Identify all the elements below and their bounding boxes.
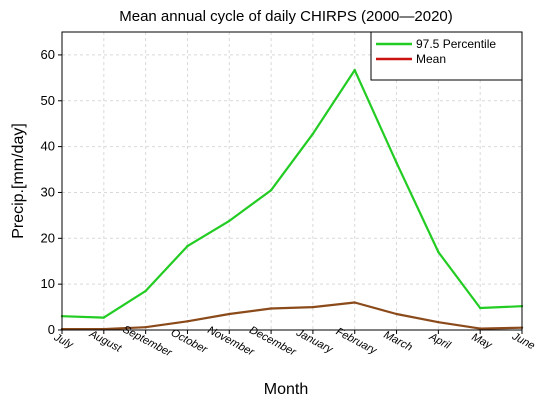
data-point [228,312,231,316]
x-tick-label: May [470,331,495,352]
x-tick-label: December [247,324,299,359]
data-point [269,307,273,310]
y-tick-label: 0 [48,322,55,337]
x-tick-label: September [120,323,174,359]
x-tick-label: October [169,327,210,357]
y-tick-label: 20 [41,230,55,245]
data-point [437,250,440,254]
data-point [186,244,189,248]
x-tick-label: April [426,330,452,352]
x-tick-label: February [334,326,380,358]
data-point [353,68,356,72]
y-tick-label: 10 [41,276,55,291]
x-tick-label: March [382,329,415,354]
y-tick-label: 30 [41,184,55,199]
legend-label: 97.5 Percentile [416,37,496,51]
plot-frame [61,31,523,331]
legend-label: Mean [416,52,446,66]
data-point [311,305,315,309]
x-tick-label: January [293,326,335,356]
series-layer [60,68,524,331]
chart-title: Mean annual cycle of daily CHIRPS (2000—… [119,8,453,25]
series-line-1 [62,301,523,331]
data-point [437,321,440,324]
y-ticks: 0 10 20 30 40 50 60 [41,47,62,337]
y-tick-label: 50 [41,93,55,108]
x-tick-label: June [509,330,537,352]
data-point [478,306,482,310]
data-point [186,320,189,323]
data-point [144,289,147,293]
data-point [228,219,231,223]
data-point [353,301,356,304]
data-point [311,132,315,135]
data-point [144,326,147,329]
series-line-0 [61,68,523,319]
data-point [478,327,482,330]
data-point [395,161,398,164]
x-tick-label: August [86,328,124,356]
legend-box [370,31,523,81]
y-tick-label: 60 [41,47,55,62]
x-ticks: July AugustSeptemberOctoberNovemberDecemb… [51,323,537,359]
data-point [395,312,398,316]
grid [62,32,522,330]
data-point [269,188,273,192]
data-point [102,316,106,319]
x-axis-label: Month [264,381,308,398]
y-axis-label: Precip.[mm/day] [10,123,27,239]
y-tick-label: 40 [41,139,55,154]
